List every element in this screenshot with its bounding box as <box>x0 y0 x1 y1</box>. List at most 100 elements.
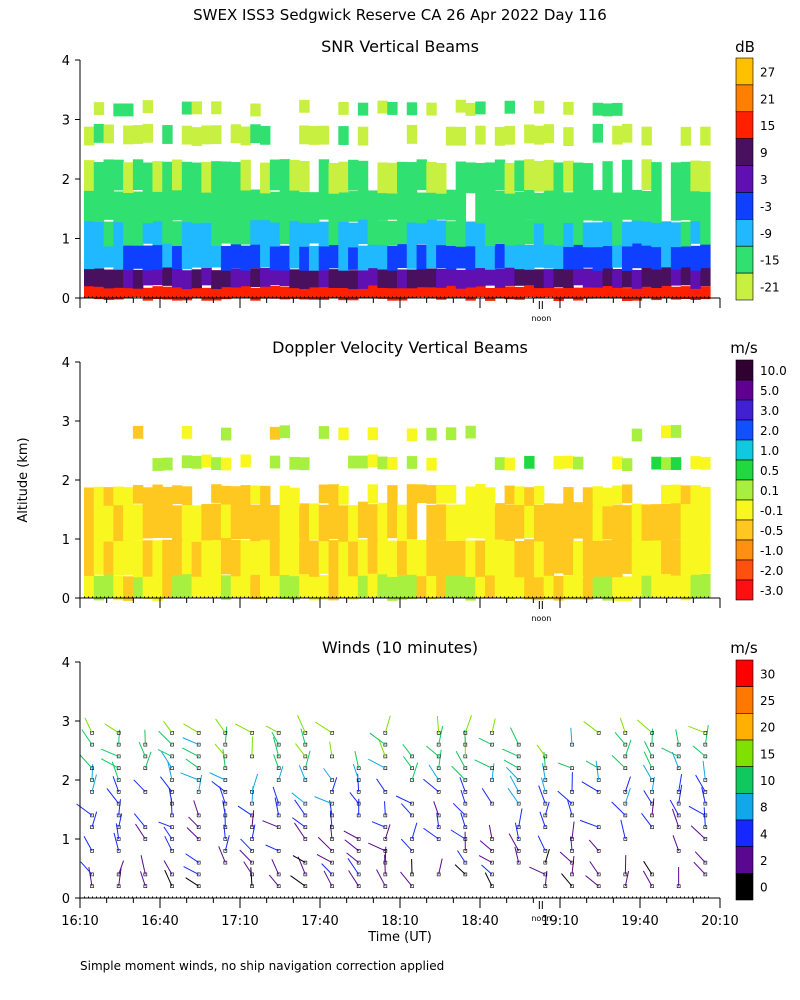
heatmap-cell <box>162 190 173 222</box>
wind-barb <box>384 801 386 816</box>
heatmap-cell <box>367 504 379 541</box>
wind-barb <box>218 846 226 863</box>
wind-station-marker <box>303 730 308 735</box>
heatmap-cell <box>279 485 291 505</box>
winds-plot-area <box>76 715 709 889</box>
wind-barb <box>436 715 440 733</box>
heatmap-cell <box>700 573 711 599</box>
heatmap-cell <box>260 218 271 244</box>
heatmap-cell <box>113 103 124 117</box>
wind-barb <box>704 724 709 745</box>
wind-station-marker <box>490 872 494 877</box>
wind-barb <box>354 751 360 769</box>
heatmap-cell <box>553 456 564 469</box>
wind-barb <box>561 873 573 887</box>
heatmap-cell <box>602 103 613 117</box>
colorbar-label: -0.1 <box>760 504 783 518</box>
heatmap-cell <box>573 287 584 301</box>
wind-barb <box>478 855 493 864</box>
wind-barb <box>294 799 306 816</box>
colorbar-label: 9 <box>760 146 768 160</box>
wind-barb <box>557 762 573 769</box>
wind-barb <box>643 790 653 804</box>
heatmap-cell <box>612 456 623 470</box>
heatmap-cell <box>494 457 506 470</box>
heatmap-cell <box>426 268 437 288</box>
heatmap-cell <box>680 242 692 268</box>
wind-barb <box>411 762 419 781</box>
heatmap-cell <box>592 486 604 505</box>
heatmap-cell <box>602 161 613 192</box>
wind-barb <box>411 822 418 840</box>
heatmap-cell <box>367 190 379 222</box>
colorbar-label: -0.5 <box>760 524 783 538</box>
heatmap-cell <box>445 427 457 441</box>
wind-barb <box>641 813 653 828</box>
heatmap-cell <box>602 221 613 247</box>
heatmap-cell <box>142 245 154 271</box>
heatmap-cell <box>162 457 173 471</box>
wind-barb <box>348 870 360 887</box>
heatmap-cell <box>641 243 652 268</box>
heatmap-cell <box>543 243 555 269</box>
heatmap-cell <box>573 162 584 194</box>
heatmap-cell <box>220 575 232 600</box>
wind-barb <box>250 867 253 887</box>
heatmap-cell <box>387 220 398 246</box>
wind-station-marker <box>223 730 228 735</box>
heatmap-cell <box>338 540 349 577</box>
wind-station-marker <box>356 872 361 877</box>
snr-plot-area <box>84 99 711 301</box>
heatmap-cell <box>445 126 457 146</box>
heatmap-cell <box>406 243 418 269</box>
wind-station-marker <box>250 813 254 818</box>
heatmap-cell <box>250 219 261 245</box>
heatmap-cell <box>426 189 437 220</box>
heatmap-cell <box>504 504 515 541</box>
heatmap-cell <box>563 127 574 146</box>
wind-barb <box>376 869 386 887</box>
heatmap-cell <box>357 160 369 192</box>
wind-station-marker <box>490 884 494 889</box>
heatmap-cell <box>445 189 457 221</box>
heatmap-cell <box>504 242 515 268</box>
wind-barb <box>588 839 600 852</box>
wind-station-marker <box>676 766 681 771</box>
y-tick-label: 1 <box>62 833 70 848</box>
heatmap-cell <box>377 537 388 575</box>
heatmap-cell <box>211 101 222 115</box>
wind-barb <box>701 787 706 804</box>
heatmap-cell <box>573 244 584 270</box>
heatmap-cell <box>563 192 574 224</box>
heatmap-cell <box>485 244 496 270</box>
heatmap-cell <box>328 243 339 269</box>
heatmap-cell <box>533 242 545 268</box>
wind-station-marker <box>676 848 681 853</box>
heatmap-cell <box>113 486 124 506</box>
wind-station-marker <box>543 872 548 877</box>
heatmap-cell <box>406 538 418 575</box>
wind-barb <box>219 786 226 804</box>
wind-barb <box>273 754 280 769</box>
wind-barb <box>251 824 256 840</box>
heatmap-cell <box>230 243 242 269</box>
wind-barb <box>624 870 630 887</box>
heatmap-cell <box>475 221 486 247</box>
wind-station-marker <box>596 848 601 853</box>
colorbar-swatch <box>735 192 754 220</box>
heatmap-cell <box>602 191 613 222</box>
heatmap-cell <box>299 221 310 247</box>
wind-barb <box>539 811 546 828</box>
heatmap-cell <box>651 456 662 470</box>
heatmap-cell <box>93 162 105 193</box>
wind-barb <box>271 732 280 745</box>
heatmap-cell <box>377 100 388 114</box>
heatmap-cell <box>181 161 193 193</box>
heatmap-cell <box>485 487 496 506</box>
wind-station-marker <box>223 789 228 794</box>
heatmap-cell <box>416 159 427 191</box>
heatmap-cell <box>338 269 349 289</box>
heatmap-cell <box>162 501 173 539</box>
wind-barb <box>688 725 706 734</box>
heatmap-cell <box>132 540 144 578</box>
